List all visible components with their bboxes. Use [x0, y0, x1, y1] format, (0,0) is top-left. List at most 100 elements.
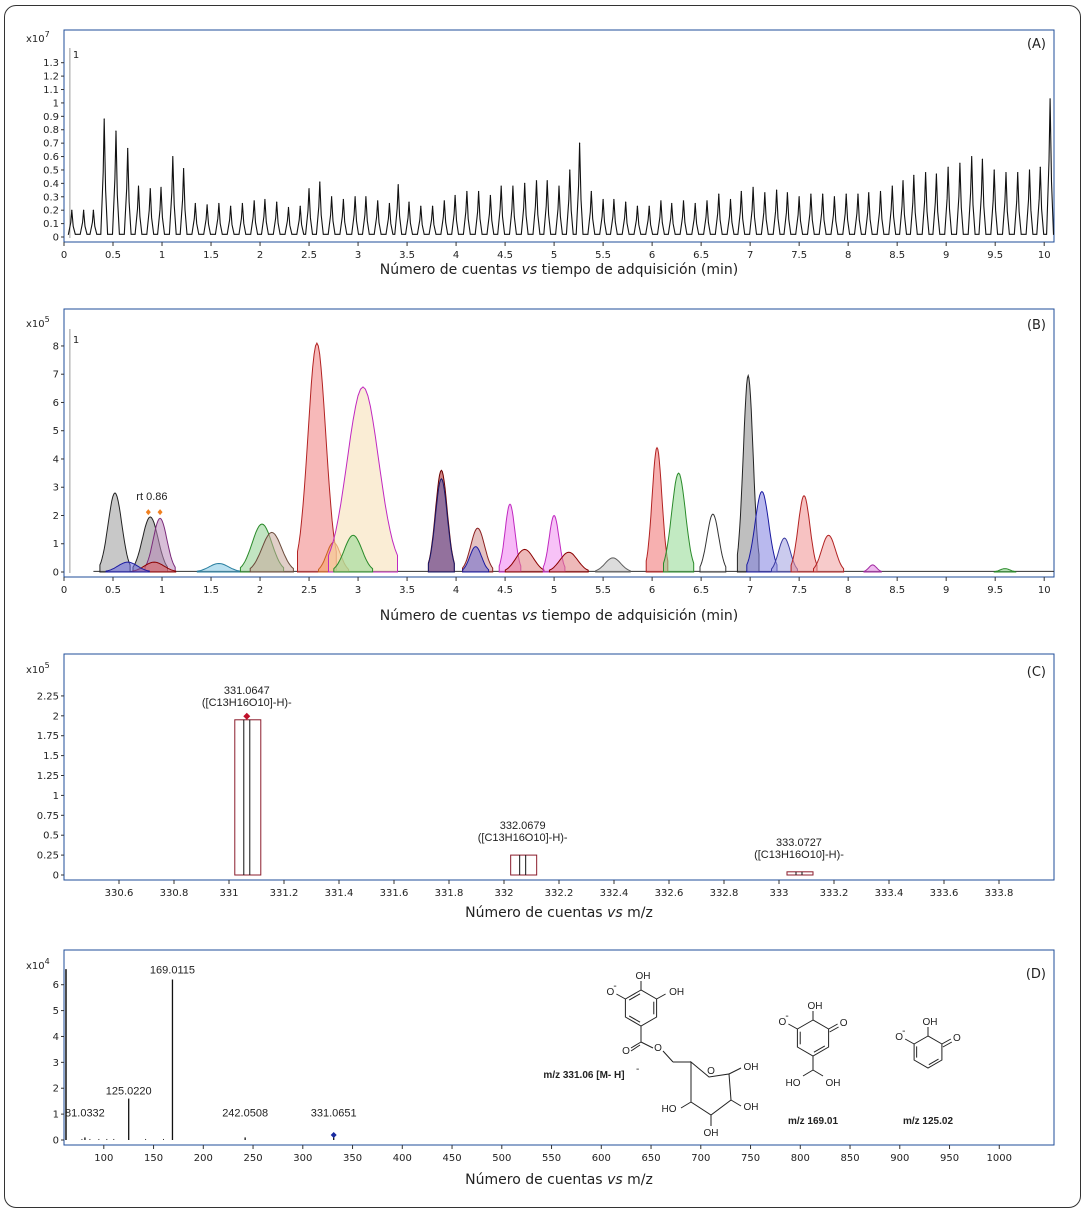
x-tick-label: 9 — [943, 585, 949, 596]
tic-peak-point — [299, 205, 301, 207]
x-tick-label: 331 — [219, 888, 238, 899]
x-tick-label: 4 — [453, 250, 459, 261]
eic-peak — [99, 492, 131, 573]
atom-label: OH — [744, 1062, 759, 1073]
tic-peak-point — [308, 188, 310, 190]
x-axis-title: Número de cuentas vs m/z — [465, 905, 653, 921]
peak-formula-label: ([C13H16O10]-H)- — [754, 849, 844, 861]
eic-peak — [105, 561, 150, 573]
tic-peak-point — [253, 200, 255, 202]
atom-label: O — [895, 1032, 903, 1043]
tic-peak-point — [959, 162, 961, 164]
y-tick-label: 5 — [53, 1006, 59, 1017]
eic-peak — [595, 557, 631, 573]
eic-peak — [328, 386, 398, 573]
y-multiplier: x104 — [26, 957, 50, 972]
bond — [616, 993, 626, 1000]
tic-peak-point — [1028, 169, 1031, 171]
peak-formula-label: ([C13H16O10]-H)- — [478, 832, 568, 844]
y-tick-label: 0.1 — [43, 219, 59, 230]
tic-peak-point — [388, 202, 391, 205]
tic-peak-point — [512, 185, 514, 187]
x-tick-label: 0 — [61, 250, 67, 261]
y-tick-label: 7 — [53, 370, 59, 381]
tic-peak-point — [729, 198, 732, 201]
ms-peak-label: 169.0115 — [150, 965, 195, 977]
tic-peak-point — [319, 181, 321, 183]
x-tick-label: 332.6 — [655, 888, 684, 899]
eic-peak — [427, 478, 455, 573]
y-tick-label: 1.2 — [43, 72, 59, 83]
tic-peak-point — [947, 166, 949, 168]
y-tick-label: 8 — [53, 341, 59, 352]
tic-peak-point — [276, 201, 278, 203]
tic-peak-point — [182, 168, 185, 170]
tic-peak-point — [845, 193, 847, 195]
x-tick-label: 7.5 — [791, 250, 807, 261]
y-tick-label: 3 — [53, 483, 59, 494]
rt-annotation: rt 0.86 — [136, 491, 167, 503]
eic-peak — [663, 472, 695, 573]
x-tick-label: 400 — [393, 1153, 412, 1164]
tic-peak-point — [377, 200, 379, 202]
y-tick-label: 0 — [53, 871, 59, 882]
segment-marker: 1 — [73, 335, 79, 346]
tic-peak-point — [137, 185, 140, 187]
x-tick-label: 331.8 — [435, 888, 464, 899]
bond — [728, 1067, 742, 1075]
tic-peak-point — [636, 205, 639, 207]
peak-mz-label: 333.0727 — [776, 837, 822, 849]
atom-label: O — [707, 1066, 715, 1077]
y-tick-label: 0.6 — [43, 152, 59, 163]
eic-peak — [144, 517, 176, 573]
x-tick-label: 5.5 — [595, 250, 611, 261]
y-tick-label: 6 — [53, 980, 59, 991]
tic-peak-point — [92, 209, 95, 211]
x-tick-label: 2.5 — [301, 250, 317, 261]
eic-peak — [645, 446, 669, 573]
atom-label: O — [953, 1033, 961, 1044]
isotope-box — [510, 854, 538, 876]
x-tick-label: 550 — [542, 1153, 561, 1164]
eic-peak — [504, 548, 545, 573]
tic-peak-point — [194, 202, 196, 205]
charge-label: - — [636, 1064, 639, 1075]
x-tick-label: 3 — [355, 585, 361, 596]
x-tick-label: 6 — [649, 250, 655, 261]
tic-peak-point — [535, 180, 538, 182]
tic-peak-point — [648, 205, 650, 207]
tic-peak-point — [740, 190, 742, 193]
tic-peak-point — [1005, 172, 1007, 174]
tic-peak-point — [682, 200, 685, 202]
plot-area — [63, 949, 1055, 1146]
tic-peak-point — [172, 155, 174, 158]
x-tick-label: 3.5 — [399, 250, 415, 261]
y-tick-label: 0.2 — [43, 206, 59, 217]
panel-a: (A) x107 Número de cuentas vs tiempo de ad… — [26, 29, 1055, 278]
atom-label: OH — [923, 1017, 938, 1028]
eic-peak — [462, 546, 490, 573]
tic-peak-point — [420, 205, 422, 207]
bond — [640, 1041, 654, 1049]
tic-peak-point — [776, 189, 778, 191]
bond — [630, 1044, 641, 1052]
x-axis-title: Número de cuentas vs m/z — [465, 1172, 653, 1188]
tic-peak-point — [443, 200, 445, 202]
figure-frame — [4, 5, 1081, 1208]
y-tick-label: 1 — [53, 1110, 59, 1121]
eic-peak — [746, 490, 778, 573]
panel-label: (A) — [1027, 37, 1046, 52]
isotope-box — [234, 719, 262, 876]
tic-peak-point — [397, 184, 399, 186]
tic-peak-point — [71, 209, 73, 211]
eic-peak — [196, 562, 241, 573]
tic-peak-point — [868, 192, 870, 194]
x-tick-label: 9 — [943, 250, 949, 261]
y-tick-label: 0.8 — [43, 125, 59, 136]
tic-peak-point — [408, 201, 410, 203]
fragment2-ring — [913, 1035, 943, 1069]
tic-peak-point — [902, 180, 904, 182]
eic-peak — [548, 551, 589, 573]
y-tick-label: 2 — [53, 711, 59, 722]
